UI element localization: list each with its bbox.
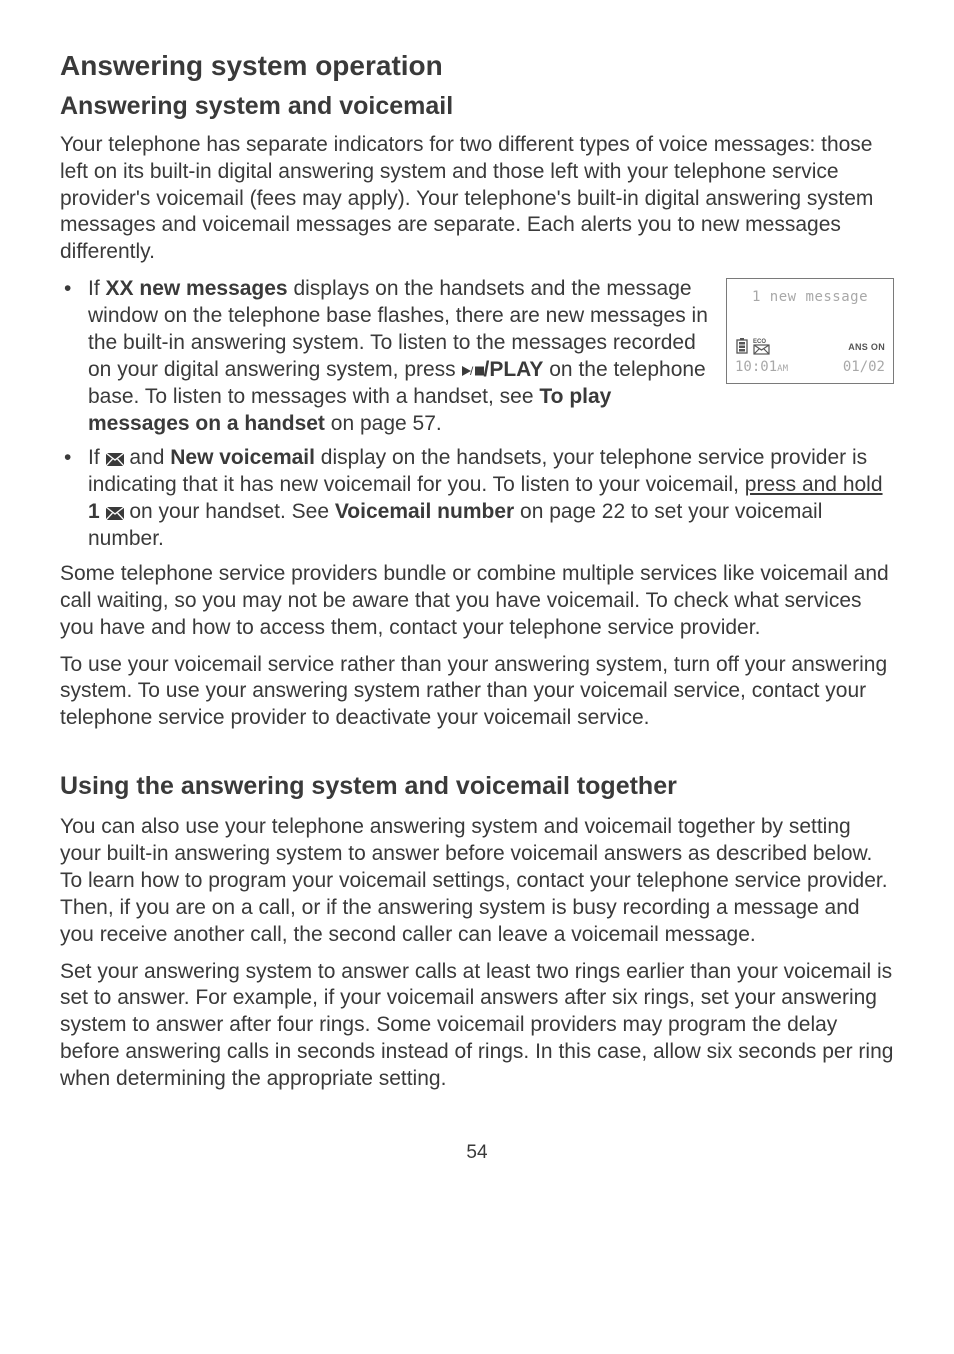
play-stop-icon: / bbox=[462, 364, 484, 378]
lcd-time: 10:01AM bbox=[735, 359, 788, 377]
eco-envelope-icon: ECO bbox=[753, 337, 771, 355]
lcd-status-icons: ECO bbox=[735, 337, 771, 355]
bullet-item-2: • If and New voicemail display on the ha… bbox=[60, 445, 894, 553]
b1-bold1: XX new messages bbox=[106, 277, 288, 300]
b2-bold1: New voicemail bbox=[170, 446, 315, 469]
lcd-date: 01/02 bbox=[843, 359, 885, 377]
section-h3: Using the answering system and voicemail… bbox=[60, 770, 894, 802]
svg-text:/: / bbox=[470, 364, 474, 378]
bullet-1-text: If XX new messages displays on the hands… bbox=[88, 276, 716, 437]
lcd-time-value: 10:01 bbox=[735, 359, 777, 375]
paragraph-2: Some telephone service providers bundle … bbox=[60, 561, 894, 642]
lcd-screen: 1 new message ECO ANS ON bbox=[726, 278, 894, 384]
lcd-ans-on-label: ANS ON bbox=[848, 342, 885, 354]
b2-bold3: Voicemail number bbox=[335, 500, 514, 523]
b2-underline1: press and hold bbox=[745, 473, 883, 496]
section-subtitle: Answering system and voicemail bbox=[60, 90, 894, 122]
b1-pre: If bbox=[88, 277, 106, 300]
paragraph-5: Set your answering system to answer call… bbox=[60, 959, 894, 1093]
b2-mid4: on your handset. See bbox=[124, 500, 335, 523]
bullet-item-1: • If XX new messages displays on the han… bbox=[60, 276, 716, 437]
lcd-ampm: AM bbox=[777, 364, 788, 374]
envelope-icon bbox=[106, 453, 124, 466]
lcd-callout: 1 new message ECO ANS ON bbox=[726, 278, 894, 384]
intro-paragraph: Your telephone has separate indicators f… bbox=[60, 132, 894, 266]
svg-text:ECO: ECO bbox=[753, 339, 766, 345]
bullet-marker: • bbox=[60, 276, 88, 303]
battery-icon bbox=[735, 338, 749, 354]
b1-bold2: /PLAY bbox=[484, 358, 544, 381]
paragraph-4: You can also use your telephone answerin… bbox=[60, 814, 894, 948]
page-title: Answering system operation bbox=[60, 48, 894, 84]
b1-tail: on page 57. bbox=[325, 412, 442, 435]
b2-mid1: and bbox=[124, 446, 171, 469]
lcd-top-line: 1 new message bbox=[727, 289, 893, 307]
bullet-marker: • bbox=[60, 445, 88, 472]
b2-bold2: 1 bbox=[88, 500, 100, 523]
b2-pre: If bbox=[88, 446, 106, 469]
bullet-2-text: If and New voicemail display on the hand… bbox=[88, 445, 894, 553]
paragraph-3: To use your voicemail service rather tha… bbox=[60, 652, 894, 733]
page-number: 54 bbox=[60, 1141, 894, 1165]
envelope-icon bbox=[106, 507, 124, 520]
